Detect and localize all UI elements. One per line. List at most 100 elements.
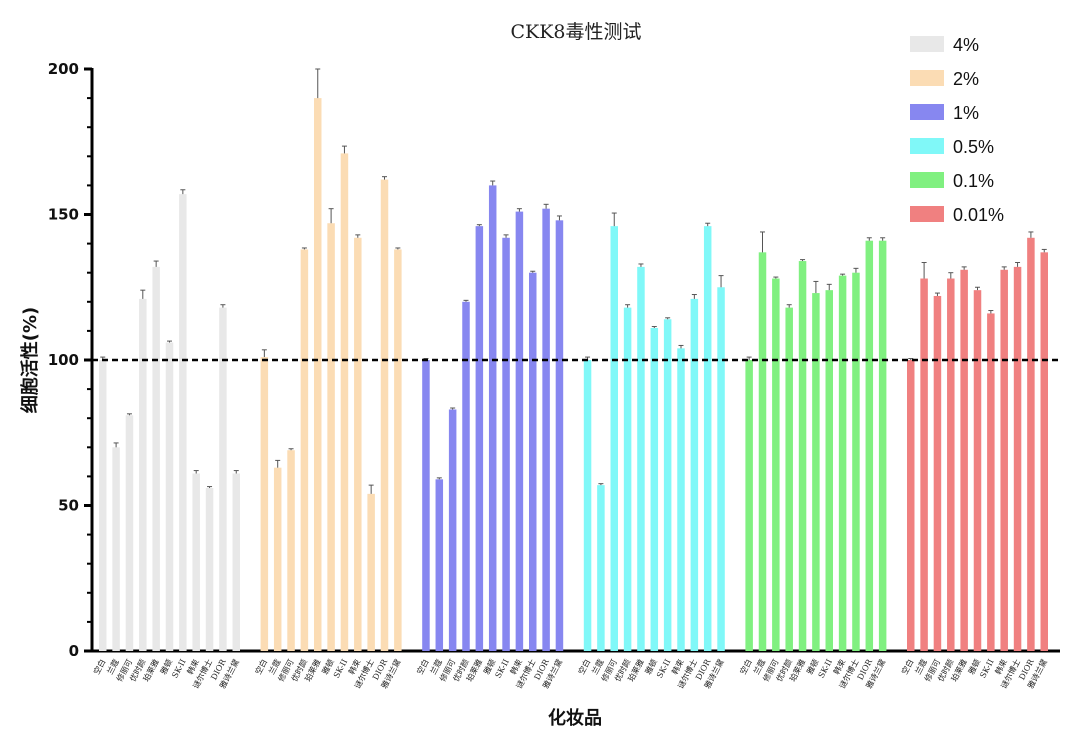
legend-label: 0.5% [953,137,994,157]
bar [852,272,860,651]
bar [1000,269,1008,651]
bar [610,226,618,651]
bar [502,237,510,651]
bar [865,240,874,651]
bar [515,211,524,651]
bar [663,319,672,651]
bar [165,342,174,651]
x-tick-label: 空白 [414,657,430,676]
x-tick-label: SK-II [332,658,349,680]
bar [838,275,847,651]
bar [878,240,887,651]
bar [287,450,295,651]
bar [422,360,430,651]
bar [367,493,375,651]
bar [542,208,550,651]
y-tick-label: 100 [48,351,79,369]
bar [354,237,362,651]
legend-swatch [910,36,944,52]
bar [812,293,820,651]
legend-label: 1% [953,103,979,123]
legend-label: 4% [953,35,979,55]
legend-label: 0.01% [953,205,1004,225]
legend-item: 1% [910,103,979,123]
x-tick-label: SK-II [170,658,187,680]
y-tick-label: 0 [69,642,79,660]
bar [139,298,147,651]
bar [152,266,160,651]
bar [327,223,335,652]
bar [300,249,309,652]
bar [555,220,564,651]
bar [219,307,227,651]
y-axis-title-group: 细胞活性(%) [19,307,41,414]
bar [1027,237,1035,651]
x-tick-label: SK-II [978,658,995,680]
bar [260,357,269,651]
bar [448,409,457,651]
bar [785,307,793,651]
y-tick-label: 150 [48,206,79,224]
bar [583,360,592,651]
legend-label: 0.1% [953,171,994,191]
bar [703,226,712,651]
bar [987,313,995,651]
legend-item: 0.5% [910,137,994,157]
bar [205,488,214,651]
x-tick-label: 空白 [899,657,915,676]
legend-item: 0.1% [910,171,994,191]
bar [488,185,497,651]
legend: 4% 2% 1% 0.5% 0.1% 0.01% [910,35,1004,225]
bar [623,307,632,651]
bar [920,278,928,651]
bar [758,252,767,651]
bar [960,269,968,651]
legend-swatch [910,206,944,222]
bar [340,153,349,651]
bar [650,327,659,651]
bar [637,266,645,651]
y-axis-title: 细胞活性(%) [19,307,41,414]
x-tick-label: 空白 [91,657,107,676]
bar [125,415,134,651]
bar [380,179,389,651]
bar [232,473,240,651]
bar [745,360,753,651]
legend-swatch [910,70,944,86]
bar [933,295,942,651]
bar [947,278,955,651]
legend-item: 4% [910,35,979,55]
legend-swatch [910,104,944,120]
bar [1040,252,1048,651]
x-tick-label: SK-II [817,658,834,680]
bar [825,290,833,651]
x-tick-label: 空白 [576,657,592,676]
legend-item: 2% [910,69,979,89]
legend-swatch [910,172,944,188]
bar [99,360,107,651]
x-tick-label: 空白 [738,657,754,676]
bar [112,447,120,651]
legend-label: 2% [953,69,979,89]
bar [394,249,402,652]
bar [717,287,725,651]
bar [462,301,470,651]
x-tick-label: SK-II [494,658,511,680]
bar [273,467,282,651]
x-tick-label: 空白 [253,657,269,676]
legend-item: 0.01% [910,205,1004,225]
bar [772,278,780,651]
plot-area: 0 50 100 150 200 空白兰蔻修丽可优时颜珀莱雅雅顿SK-II韩束谜尔博士DI… [48,60,1060,690]
legend-swatch [910,138,944,154]
y-tick-label: 50 [58,497,79,515]
bar [475,226,484,651]
bar [690,298,699,651]
y-tick-label: 200 [48,60,79,78]
